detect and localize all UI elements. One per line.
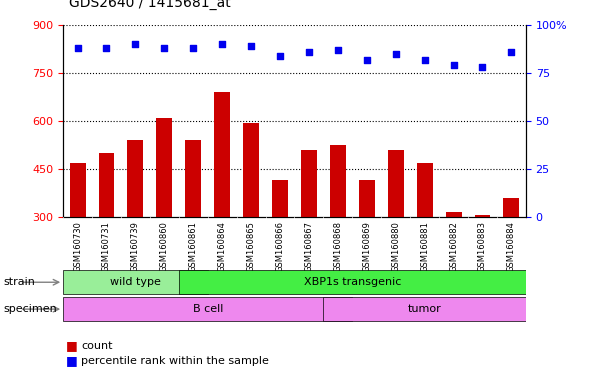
Point <box>420 56 430 63</box>
Point <box>246 43 256 49</box>
Text: GSM160868: GSM160868 <box>334 221 343 272</box>
Point <box>73 45 82 51</box>
Bar <box>63 297 352 321</box>
Bar <box>63 270 208 295</box>
Text: GSM160882: GSM160882 <box>449 221 458 272</box>
Text: GSM160869: GSM160869 <box>362 221 371 272</box>
Text: GSM160739: GSM160739 <box>131 221 140 272</box>
Text: GSM160730: GSM160730 <box>73 221 82 272</box>
Bar <box>475 215 490 217</box>
Point <box>507 49 516 55</box>
Bar <box>156 118 172 217</box>
Point <box>304 49 314 55</box>
Bar <box>185 140 201 217</box>
Bar <box>301 150 317 217</box>
Text: XBP1s transgenic: XBP1s transgenic <box>304 277 401 287</box>
Text: GSM160884: GSM160884 <box>507 221 516 272</box>
Text: GSM160864: GSM160864 <box>218 221 227 272</box>
Point <box>130 41 140 47</box>
Text: tumor: tumor <box>407 304 442 314</box>
Text: GSM160866: GSM160866 <box>275 221 284 272</box>
Text: ■: ■ <box>66 354 78 367</box>
Point <box>218 41 227 47</box>
Point <box>362 56 371 63</box>
Bar <box>127 140 144 217</box>
Bar <box>504 198 519 217</box>
Bar <box>416 162 433 217</box>
Text: specimen: specimen <box>3 304 56 314</box>
Bar <box>99 153 114 217</box>
Bar <box>272 180 288 217</box>
Bar <box>330 145 346 217</box>
Point <box>391 51 400 57</box>
Point <box>449 62 459 68</box>
Bar <box>359 180 375 217</box>
Text: count: count <box>81 341 112 351</box>
Text: GSM160860: GSM160860 <box>160 221 169 272</box>
Bar <box>388 150 404 217</box>
Text: strain: strain <box>3 277 35 287</box>
Bar <box>323 297 526 321</box>
Bar <box>179 270 526 295</box>
Text: GSM160861: GSM160861 <box>189 221 198 272</box>
Point <box>102 45 111 51</box>
Bar <box>70 162 85 217</box>
Text: GSM160865: GSM160865 <box>246 221 255 272</box>
Text: percentile rank within the sample: percentile rank within the sample <box>81 356 269 366</box>
Bar <box>214 92 230 217</box>
Point <box>189 45 198 51</box>
Text: B cell: B cell <box>192 304 223 314</box>
Text: GSM160731: GSM160731 <box>102 221 111 272</box>
Text: GSM160867: GSM160867 <box>305 221 314 272</box>
Text: wild type: wild type <box>110 277 161 287</box>
Text: GSM160880: GSM160880 <box>391 221 400 272</box>
Point <box>159 45 169 51</box>
Point <box>275 53 285 59</box>
Bar <box>445 212 462 217</box>
Text: GSM160883: GSM160883 <box>478 221 487 272</box>
Point <box>333 47 343 53</box>
Point <box>478 64 487 70</box>
Bar <box>243 122 259 217</box>
Text: GSM160881: GSM160881 <box>420 221 429 272</box>
Text: ■: ■ <box>66 339 78 352</box>
Text: GDS2640 / 1415681_at: GDS2640 / 1415681_at <box>69 0 231 10</box>
